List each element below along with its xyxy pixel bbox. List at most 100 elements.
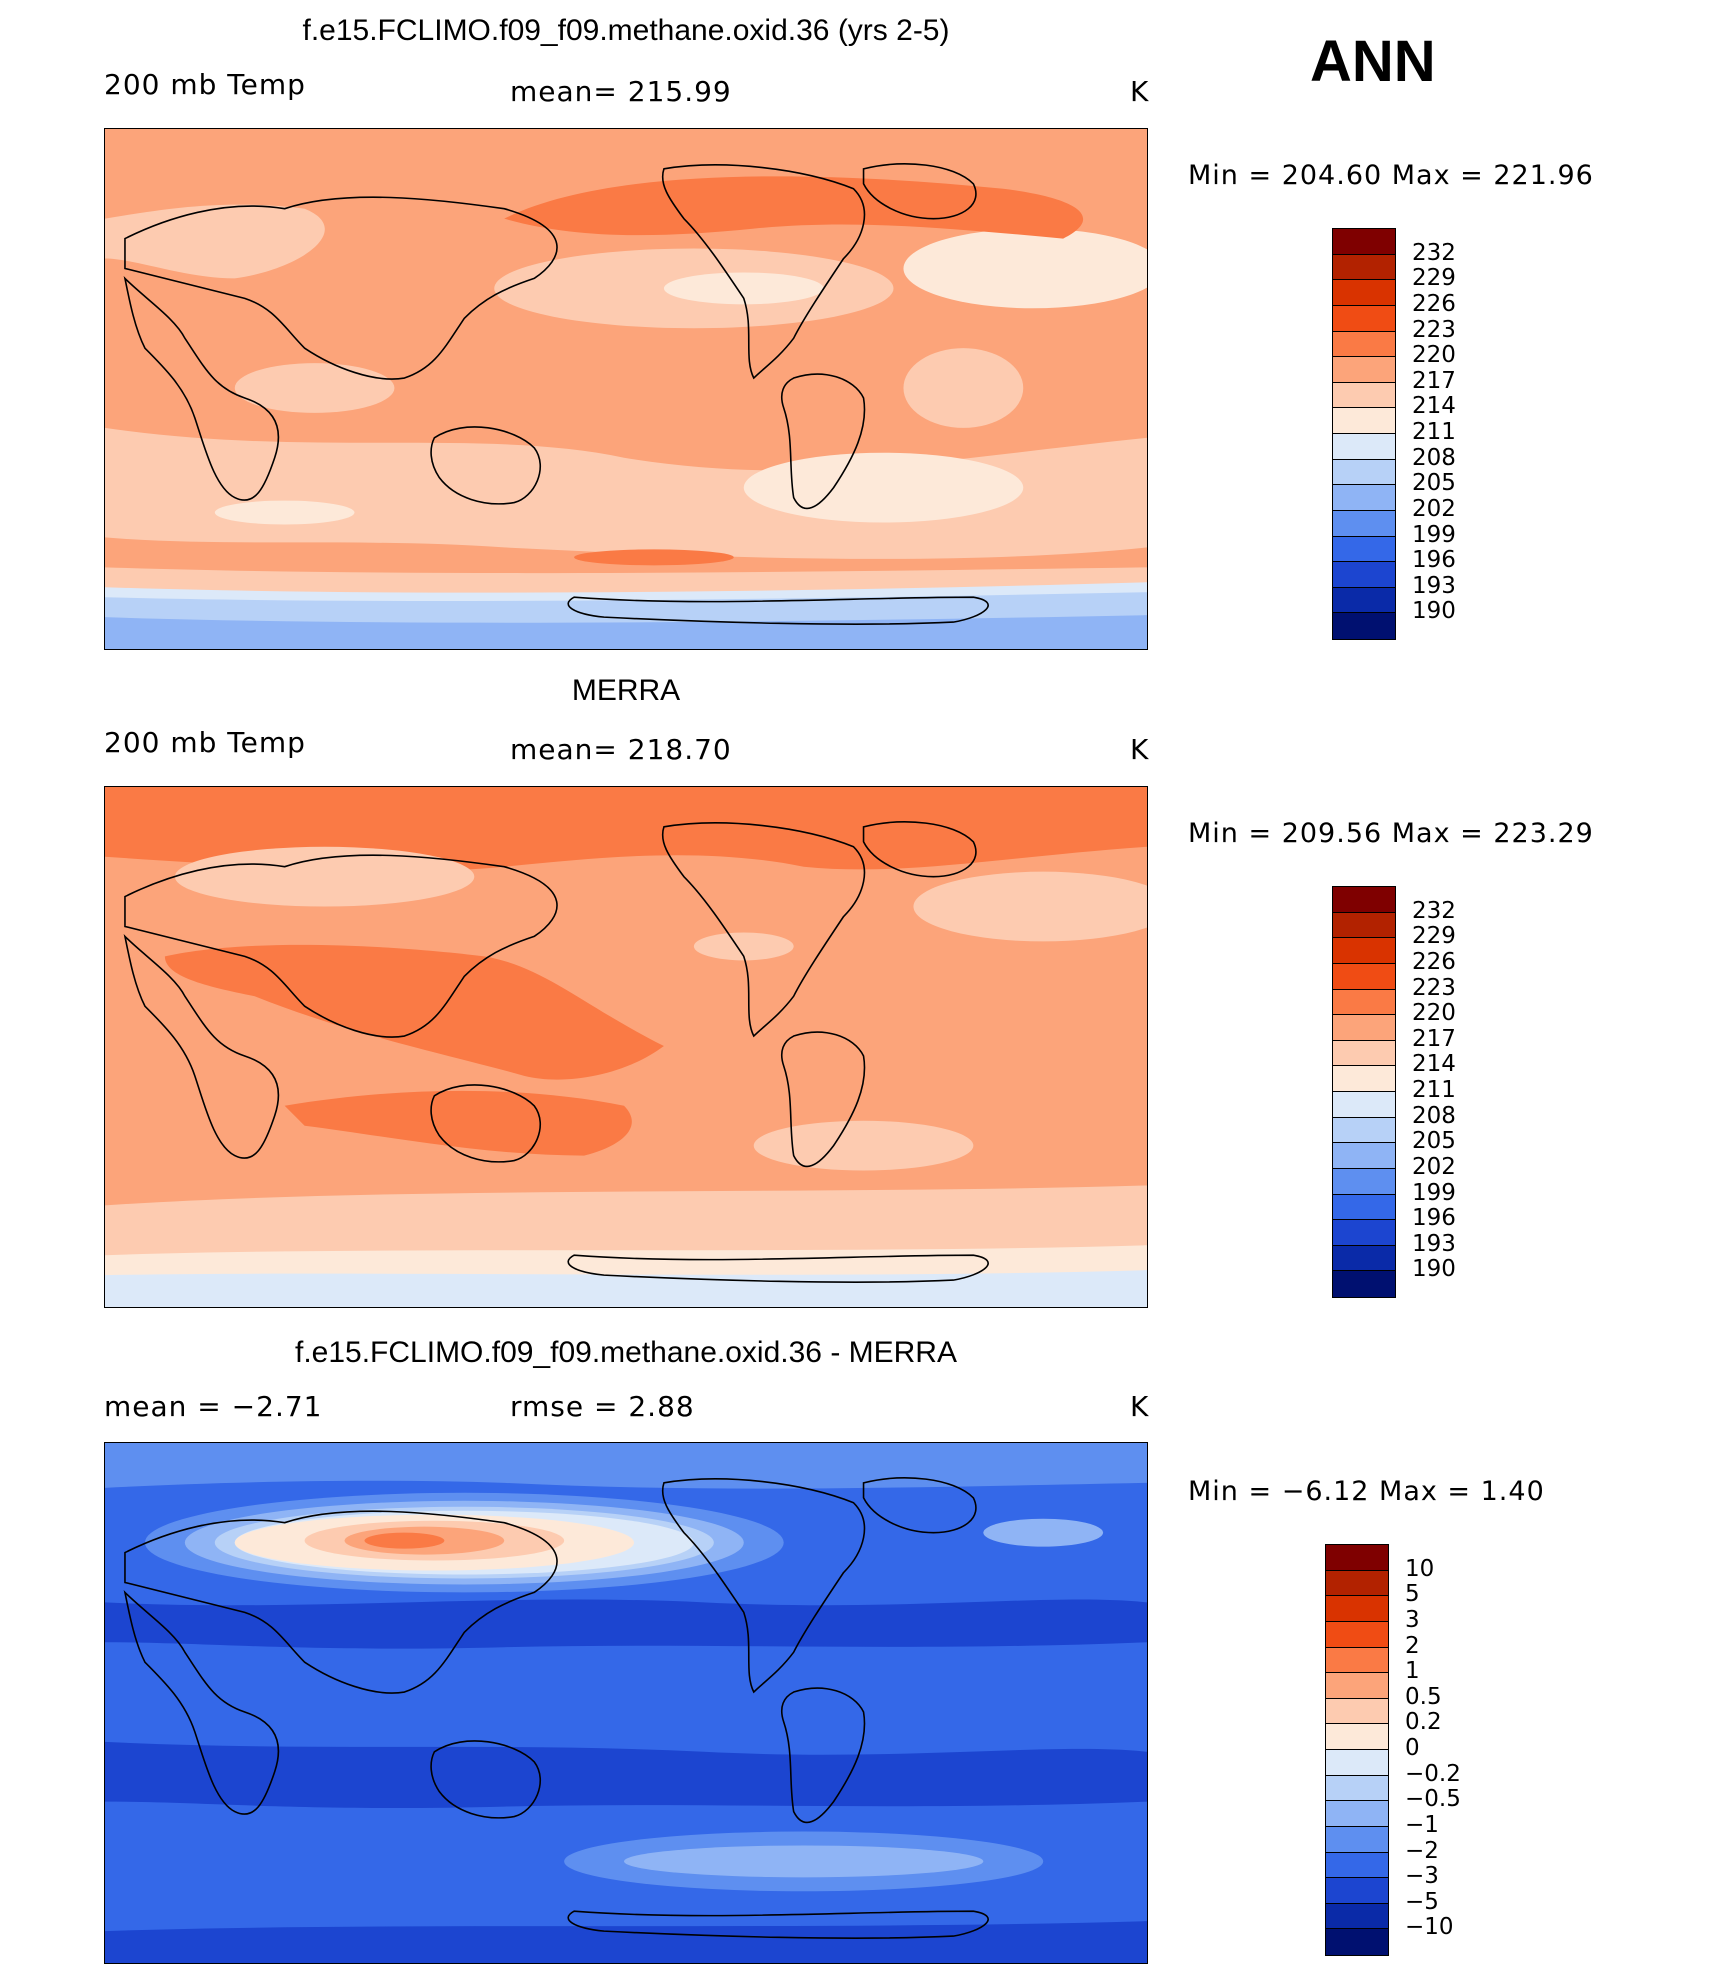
colorbar-swatch bbox=[1333, 1066, 1395, 1092]
colorbar-swatch bbox=[1333, 1015, 1395, 1041]
colorbar-label: 199 bbox=[1412, 1179, 1456, 1206]
panel-3-rmse-label: rmse = 2.88 bbox=[510, 1390, 695, 1423]
colorbar-label: 3 bbox=[1405, 1606, 1420, 1633]
colorbar-label: 226 bbox=[1412, 290, 1456, 317]
panel-2-variable-label: 200 mb Temp bbox=[104, 726, 306, 759]
panel-1-colorbar bbox=[1332, 228, 1396, 640]
colorbar-swatch bbox=[1326, 1545, 1388, 1571]
colorbar-label: 208 bbox=[1412, 444, 1456, 471]
colorbar-label: 202 bbox=[1412, 495, 1456, 522]
colorbar-swatch bbox=[1333, 938, 1395, 964]
colorbar-swatch bbox=[1333, 331, 1395, 358]
colorbar-swatch bbox=[1333, 613, 1395, 639]
colorbar-label: 220 bbox=[1412, 342, 1456, 369]
colorbar-swatch bbox=[1333, 254, 1395, 281]
colorbar-label: 223 bbox=[1412, 974, 1456, 1001]
panel-3-mean-label: mean = −2.71 bbox=[104, 1390, 323, 1423]
colorbar-label: 229 bbox=[1412, 265, 1456, 292]
colorbar-swatch bbox=[1326, 1801, 1388, 1827]
colorbar-label: 217 bbox=[1412, 367, 1456, 394]
panel-2-title: MERRA bbox=[571, 674, 681, 707]
panel-2-units: K bbox=[1130, 733, 1150, 766]
colorbar-label: 214 bbox=[1412, 1051, 1456, 1078]
colorbar-swatch bbox=[1326, 1724, 1388, 1750]
colorbar-swatch bbox=[1326, 1673, 1388, 1699]
panel-3-minmax: Min = −6.12 Max = 1.40 bbox=[1188, 1476, 1545, 1507]
colorbar-swatch bbox=[1326, 1698, 1388, 1725]
colorbar-swatch bbox=[1333, 357, 1395, 383]
colorbar-swatch bbox=[1333, 536, 1395, 563]
colorbar-label: 226 bbox=[1412, 948, 1456, 975]
colorbar-label: 205 bbox=[1412, 1128, 1456, 1155]
colorbar-swatch bbox=[1326, 1596, 1388, 1622]
colorbar-label: 5 bbox=[1405, 1581, 1420, 1608]
panel-3-map bbox=[104, 1442, 1148, 1964]
colorbar-swatch bbox=[1326, 1621, 1388, 1648]
colorbar-swatch bbox=[1333, 1220, 1395, 1246]
colorbar-label: −5 bbox=[1405, 1888, 1439, 1915]
colorbar-swatch bbox=[1333, 305, 1395, 332]
colorbar-swatch bbox=[1333, 1194, 1395, 1221]
colorbar-swatch bbox=[1333, 408, 1395, 434]
colorbar-label: −1 bbox=[1405, 1811, 1439, 1838]
colorbar-swatch bbox=[1333, 229, 1395, 255]
colorbar-label: 190 bbox=[1412, 598, 1456, 625]
colorbar-label: 205 bbox=[1412, 470, 1456, 497]
colorbar-label: 199 bbox=[1412, 521, 1456, 548]
panel-3-coastlines bbox=[123, 1477, 989, 1939]
panel-1-minmax: Min = 204.60 Max = 221.96 bbox=[1188, 160, 1594, 191]
colorbar-label: 211 bbox=[1412, 419, 1456, 445]
colorbar-swatch bbox=[1333, 1245, 1395, 1272]
colorbar-swatch bbox=[1326, 1826, 1388, 1853]
colorbar-label: 193 bbox=[1412, 1230, 1456, 1257]
colorbar-label: −0.2 bbox=[1405, 1760, 1461, 1787]
panel-2-contour-field bbox=[105, 787, 1147, 1307]
colorbar-label: 202 bbox=[1412, 1153, 1456, 1180]
colorbar-swatch bbox=[1326, 1852, 1388, 1879]
panel-1-mean-label: mean= 215.99 bbox=[510, 75, 732, 108]
colorbar-label: 223 bbox=[1412, 316, 1456, 343]
colorbar-label: 0 bbox=[1405, 1735, 1420, 1761]
colorbar-swatch bbox=[1333, 1271, 1395, 1297]
colorbar-label: 196 bbox=[1412, 547, 1456, 574]
panel-1-units: K bbox=[1130, 75, 1150, 108]
colorbar-label: 196 bbox=[1412, 1205, 1456, 1232]
colorbar-label: 211 bbox=[1412, 1077, 1456, 1103]
panel-3-title: f.e15.FCLIMO.f09_f09.methane.oxid.36 - M… bbox=[295, 1336, 957, 1369]
colorbar-swatch bbox=[1333, 963, 1395, 990]
colorbar-swatch bbox=[1333, 1117, 1395, 1144]
panel-2-mean-label: mean= 218.70 bbox=[510, 733, 732, 766]
colorbar-swatch bbox=[1333, 459, 1395, 486]
colorbar-label: 220 bbox=[1412, 1000, 1456, 1027]
colorbar-swatch bbox=[1333, 382, 1395, 409]
colorbar-label: 190 bbox=[1412, 1256, 1456, 1283]
colorbar-label: 217 bbox=[1412, 1025, 1456, 1052]
colorbar-label: 0.5 bbox=[1405, 1683, 1442, 1710]
colorbar-swatch bbox=[1326, 1903, 1388, 1930]
panel-3-units: K bbox=[1130, 1390, 1150, 1423]
colorbar-swatch bbox=[1326, 1878, 1388, 1904]
colorbar-label: 1 bbox=[1405, 1658, 1420, 1685]
colorbar-label: 232 bbox=[1412, 239, 1456, 266]
colorbar-label: 193 bbox=[1412, 572, 1456, 599]
colorbar-swatch bbox=[1326, 1750, 1388, 1776]
colorbar-label: −2 bbox=[1405, 1837, 1439, 1864]
panel-2-map bbox=[104, 786, 1148, 1308]
season-label: ANN bbox=[1310, 29, 1436, 94]
panel-3-colorbar bbox=[1325, 1544, 1389, 1956]
colorbar-swatch bbox=[1333, 989, 1395, 1016]
panel-1-coastlines bbox=[123, 163, 989, 625]
colorbar-label: 208 bbox=[1412, 1102, 1456, 1129]
panel-2-colorbar bbox=[1332, 886, 1396, 1298]
colorbar-swatch bbox=[1333, 562, 1395, 588]
colorbar-swatch bbox=[1333, 1168, 1395, 1195]
colorbar-swatch bbox=[1326, 1929, 1388, 1955]
colorbar-swatch bbox=[1333, 1040, 1395, 1067]
colorbar-label: 229 bbox=[1412, 923, 1456, 950]
panel-1-contour-field bbox=[105, 129, 1147, 649]
colorbar-swatch bbox=[1333, 1143, 1395, 1169]
panel-1-title: f.e15.FCLIMO.f09_f09.methane.oxid.36 (yr… bbox=[302, 14, 950, 47]
colorbar-swatch bbox=[1333, 485, 1395, 511]
panel-1-map bbox=[104, 128, 1148, 650]
colorbar-swatch bbox=[1326, 1570, 1388, 1597]
